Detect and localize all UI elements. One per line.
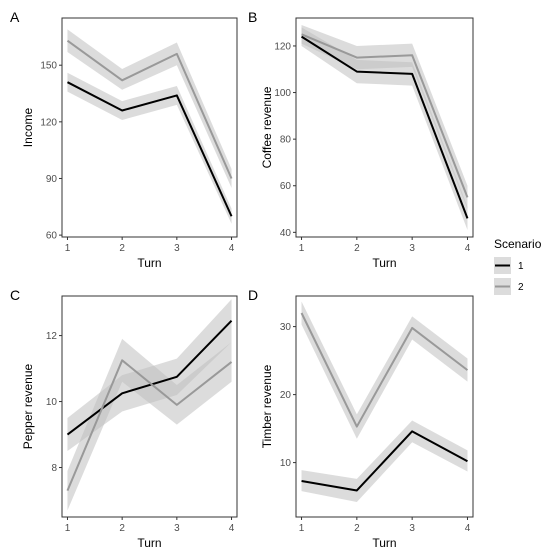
series-line-b-scenario-1 — [300, 35, 469, 219]
x-tick-label-a: 3 — [174, 243, 180, 254]
x-tick-label-a: 2 — [119, 243, 125, 254]
y-tick-label-c: 12 — [46, 331, 58, 342]
y-tick-label-a: 60 — [46, 231, 58, 242]
x-tick-label-c: 3 — [174, 523, 180, 534]
x-tick-label-a: 1 — [65, 243, 71, 254]
legend: Scenario 1 2 — [494, 237, 542, 295]
panel-letter-c: C — [10, 287, 20, 303]
series-line-d-scenario-2 — [300, 312, 469, 428]
x-tick-label-a: 4 — [229, 243, 235, 254]
x-tick-label-b: 4 — [465, 243, 471, 254]
ci-ribbon-b-scenario-2 — [301, 24, 468, 210]
y-tick-label-b: 120 — [274, 41, 291, 52]
panel-border-d — [295, 295, 474, 518]
x-axis-title-a: Turn — [137, 256, 161, 270]
x-tick-label-b: 3 — [409, 243, 415, 254]
x-tick-label-c: 2 — [119, 523, 125, 534]
x-tick-label-c: 1 — [65, 523, 71, 534]
y-tick-label-c: 10 — [46, 397, 58, 408]
series-line-a-scenario-2 — [66, 39, 233, 179]
x-tick-label-d: 3 — [409, 523, 415, 534]
ci-ribbon-a-scenario-2 — [67, 29, 232, 188]
panel-a: 60 90 120 150 1 2 3 4 Turn Income A — [10, 9, 238, 270]
ci-ribbon-d-scenario-2 — [301, 301, 468, 439]
y-axis-title-a: Income — [21, 108, 35, 148]
y-tick-label-d: 30 — [280, 322, 292, 333]
y-axis-title-d: Timber revenue — [260, 364, 274, 448]
panel-letter-b: B — [248, 9, 257, 25]
y-tick-label-c: 8 — [51, 463, 57, 474]
panel-letter-d: D — [248, 287, 258, 303]
x-tick-label-d: 2 — [354, 523, 360, 534]
legend-title: Scenario — [494, 237, 542, 251]
y-tick-label-d: 20 — [280, 390, 292, 401]
series-line-a-scenario-1 — [67, 81, 233, 217]
series-line-d-scenario-1 — [301, 430, 468, 492]
legend-label-1: 1 — [518, 261, 524, 272]
series-line-b-scenario-2 — [301, 33, 469, 198]
x-tick-label-b: 1 — [299, 243, 305, 254]
x-tick-label-d: 4 — [465, 523, 471, 534]
y-tick-label-a: 150 — [40, 61, 57, 72]
series-line-c-scenario-2 — [66, 359, 233, 491]
x-axis-title-c: Turn — [137, 536, 161, 550]
panel-border-b — [295, 17, 474, 238]
ci-ribbon-a-scenario-1 — [67, 72, 232, 224]
ci-ribbon-c-scenario-2 — [67, 338, 232, 511]
series-line-c-scenario-1 — [66, 320, 233, 436]
legend-label-2: 2 — [518, 282, 524, 293]
panel-b: 40 60 80 100 120 1 2 3 4 Turn Coffee revenue B — [248, 9, 474, 270]
y-tick-label-b: 100 — [274, 88, 291, 99]
y-tick-label-b: 80 — [280, 135, 292, 146]
y-tick-label-a: 120 — [40, 117, 57, 128]
panel-border-a — [61, 17, 238, 238]
x-axis-title-d: Turn — [372, 536, 396, 550]
x-axis-title-b: Turn — [372, 256, 396, 270]
panel-letter-a: A — [10, 9, 20, 25]
y-tick-label-d: 10 — [280, 458, 292, 469]
y-tick-label-a: 90 — [46, 174, 58, 185]
y-tick-label-b: 60 — [280, 181, 292, 192]
panel-border-c — [61, 295, 238, 518]
y-axis-title-c: Pepper revenue — [21, 363, 35, 449]
x-tick-label-d: 1 — [299, 523, 305, 534]
x-tick-label-b: 2 — [354, 243, 360, 254]
y-axis-title-b: Coffee revenue — [260, 86, 274, 168]
panel-d: 10 20 30 1 2 3 4 Turn Timber revenue D — [248, 287, 474, 550]
x-tick-label-c: 4 — [229, 523, 235, 534]
y-tick-label-b: 40 — [280, 228, 292, 239]
